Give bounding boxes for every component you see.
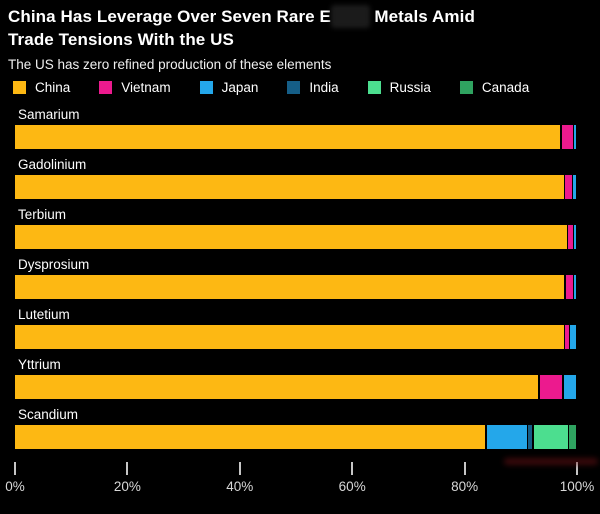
legend-swatch-icon xyxy=(13,81,26,94)
bar-segment-india xyxy=(527,425,532,449)
bar-row: Scandium xyxy=(0,406,600,456)
bar-row: Dysprosium xyxy=(0,256,600,306)
bar-row: Terbium xyxy=(0,206,600,256)
bar-segment-japan xyxy=(568,325,576,349)
stacked-bar xyxy=(15,175,576,199)
axis-tick-label: 60% xyxy=(338,479,366,494)
legend-label: Vietnam xyxy=(121,80,171,95)
axis-tick-label: 40% xyxy=(226,479,254,494)
legend-swatch-icon xyxy=(459,81,473,94)
legend-label: Canada xyxy=(481,80,530,95)
axis-tick-mark xyxy=(463,462,466,475)
bar-segment-japan xyxy=(572,275,576,299)
chart-subtitle: The US has zero refined production of th… xyxy=(8,57,332,72)
bar-label: Scandium xyxy=(18,407,79,422)
bar-segment-vietnam xyxy=(537,375,562,399)
bar-segment-japan xyxy=(572,225,576,249)
chart-legend: China Vietnam Japan India Russia Canada xyxy=(13,80,529,95)
bar-segment-china xyxy=(15,175,565,199)
x-axis: 0% 20% 40% 60% 80% 100% xyxy=(5,462,594,504)
title-text-prefix: China Has Leverage Over Seven Rare E xyxy=(8,7,331,26)
bar-segment-china xyxy=(15,275,565,299)
bar-segment-china xyxy=(15,375,538,399)
bar-row: Lutetium xyxy=(0,306,600,356)
bar-label: Terbium xyxy=(18,207,67,222)
axis-tick-mark xyxy=(126,462,129,475)
censored-word-blur: arth xyxy=(330,5,370,28)
bar-segment-vietnam xyxy=(564,275,573,299)
stacked-bar xyxy=(15,125,576,149)
legend-swatch-icon xyxy=(99,81,113,94)
bar-segment-japan xyxy=(485,425,528,449)
bar-segment-japan xyxy=(572,175,576,199)
axis-tick-mark xyxy=(14,462,16,475)
bar-segment-vietnam xyxy=(564,325,569,349)
chart-title: China Has Leverage Over Seven Rare Earth… xyxy=(8,5,596,51)
axis-tick-label: 100% xyxy=(559,479,595,494)
bar-segment-japan xyxy=(561,375,576,399)
legend-item: India xyxy=(287,80,339,95)
legend-label: India xyxy=(309,80,339,95)
bar-segment-vietnam xyxy=(567,225,573,249)
stacked-bar xyxy=(15,425,576,449)
bar-label: Yttrium xyxy=(18,357,61,372)
bar-row: Yttrium xyxy=(0,356,600,406)
bar-segment-vietnam xyxy=(560,125,573,149)
bar-label: Gadolinium xyxy=(18,157,87,172)
bar-segment-china xyxy=(15,425,486,449)
legend-item: Canada xyxy=(459,80,530,95)
watermark-smudge xyxy=(504,458,598,465)
bar-segment-china xyxy=(15,325,565,349)
legend-swatch-icon xyxy=(287,81,301,94)
legend-label: Japan xyxy=(221,80,259,95)
bar-label: Samarium xyxy=(18,107,80,122)
legend-item: China xyxy=(13,80,70,95)
axis-tick-mark xyxy=(576,462,578,475)
axis-tick-label: 80% xyxy=(451,479,479,494)
bar-segment-russia xyxy=(531,425,569,449)
stacked-bar xyxy=(15,325,576,349)
stacked-bar xyxy=(15,225,576,249)
bar-label: Lutetium xyxy=(18,307,70,322)
axis-tick-label: 20% xyxy=(113,479,141,494)
legend-label: China xyxy=(35,80,71,95)
legend-swatch-icon xyxy=(199,81,213,94)
legend-label: Russia xyxy=(389,80,431,95)
legend-swatch-icon xyxy=(367,81,381,94)
bar-row: Gadolinium xyxy=(0,156,600,206)
bar-segment-china xyxy=(15,125,561,149)
bar-segment-china xyxy=(15,225,568,249)
bar-rows-container: Samarium Gadolinium Terbium Dysprosium L… xyxy=(0,106,600,456)
stacked-bar xyxy=(15,275,576,299)
bar-segment-vietnam xyxy=(564,175,573,199)
title-text-suffix: Metals Amid xyxy=(369,7,475,26)
bar-segment-canada xyxy=(568,425,576,449)
legend-item: Japan xyxy=(199,80,259,95)
axis-tick-mark xyxy=(351,462,354,475)
axis-tick-label: 0% xyxy=(5,479,25,494)
title-line2: Trade Tensions With the US xyxy=(8,30,234,49)
bar-label: Dysprosium xyxy=(18,257,90,272)
legend-item: Russia xyxy=(367,80,431,95)
axis-tick-mark xyxy=(238,462,241,475)
stacked-bar xyxy=(15,375,576,399)
legend-item: Vietnam xyxy=(99,80,171,95)
bar-row: Samarium xyxy=(0,106,600,156)
bar-segment-japan xyxy=(572,125,576,149)
